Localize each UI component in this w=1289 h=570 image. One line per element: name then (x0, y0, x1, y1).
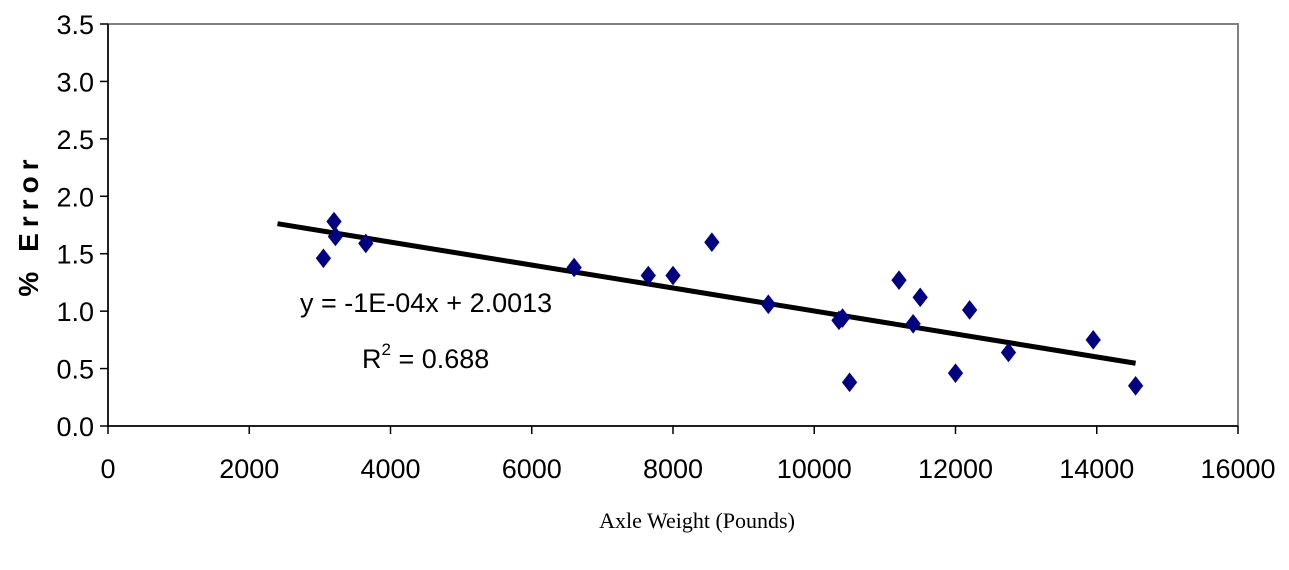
data-point (891, 270, 907, 290)
trendline (277, 221, 1136, 366)
data-point (947, 363, 964, 383)
x-tick-label: 14000 (1059, 454, 1134, 484)
data-point (1000, 342, 1017, 363)
y-tick-label: 0.0 (56, 412, 94, 442)
data-point (327, 226, 344, 247)
data-point (704, 232, 720, 253)
data-point (1085, 330, 1101, 350)
data-point (1127, 375, 1144, 396)
y-tick-label: 1.0 (56, 297, 94, 327)
x-ticks: 0 2000 4000 6000 8000 10000 12000 14000 16000 (100, 426, 1276, 484)
y-ticks: 0.0 0.5 1.0 1.5 2.0 2.5 3.0 3.5 (56, 10, 108, 442)
data-point (566, 257, 582, 278)
x-tick-label: 8000 (643, 454, 703, 484)
y-tick-label: 2.5 (56, 125, 94, 155)
x-tick-label: 4000 (360, 454, 420, 484)
x-axis-label: Axle Weight (Pounds) (599, 508, 795, 533)
data-point (834, 308, 851, 328)
y-axis-label: % Error (13, 153, 44, 296)
x-tick-label: 12000 (918, 454, 993, 484)
data-point (905, 313, 921, 334)
data-point (841, 372, 858, 393)
y-tick-label: 0.5 (56, 355, 94, 385)
data-point (961, 300, 978, 320)
y-tick-label: 3.5 (56, 10, 94, 40)
x-tick-label: 10000 (777, 454, 852, 484)
r-squared-value: = 0.688 (391, 344, 489, 374)
r-squared-annotation: R2 = 0.688 (362, 340, 489, 374)
trendline-equation: y = -1E-04x + 2.0013 (300, 288, 552, 318)
data-point (665, 265, 681, 286)
trendline-layer (277, 221, 1136, 366)
data-points (315, 211, 1144, 396)
x-tick-label: 0 (100, 454, 115, 484)
data-point (358, 233, 374, 254)
data-point (640, 265, 656, 286)
data-point (315, 248, 332, 269)
y-tick-label: 3.0 (56, 67, 94, 97)
y-tick-label: 2.0 (56, 182, 94, 212)
x-tick-label: 6000 (502, 454, 562, 484)
x-tick-label: 2000 (219, 454, 279, 484)
x-tick-label: 16000 (1200, 454, 1275, 484)
data-point (912, 287, 928, 308)
y-tick-label: 1.5 (56, 240, 94, 270)
r-squared-prefix: R (362, 344, 382, 374)
r-squared-superscript: 2 (382, 340, 391, 359)
data-point (760, 294, 776, 315)
